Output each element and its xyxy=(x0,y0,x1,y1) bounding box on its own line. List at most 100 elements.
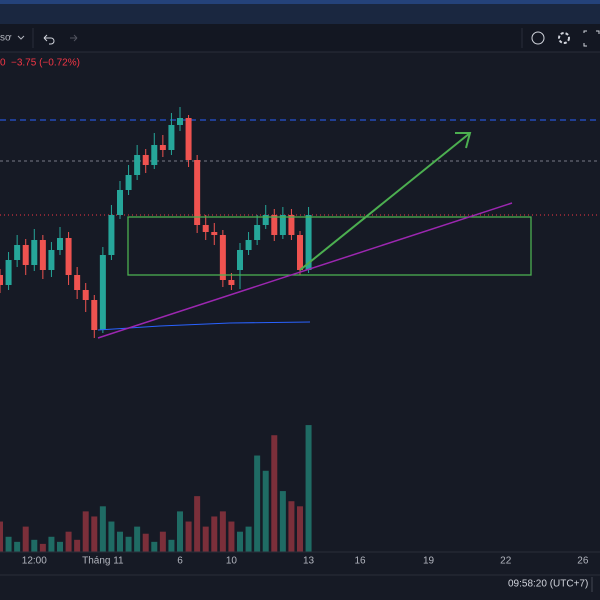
x-tick-label: 6 xyxy=(177,556,183,567)
alert-button[interactable] xyxy=(531,31,545,45)
candle-body xyxy=(271,215,278,235)
volume-bar xyxy=(57,541,63,552)
x-tick-label: 10 xyxy=(226,556,238,567)
volume-bar xyxy=(91,516,98,552)
candle-body xyxy=(14,245,21,260)
candle-body xyxy=(202,225,209,232)
fullscreen-button[interactable] xyxy=(583,30,600,47)
volume-bar xyxy=(168,539,175,552)
price-change: −3.75 (−0.72%) xyxy=(11,58,80,69)
toolbar xyxy=(0,24,600,52)
candle-body xyxy=(22,245,29,265)
candle-body xyxy=(254,225,261,240)
candle-body xyxy=(48,250,55,270)
volume-bar xyxy=(74,539,81,552)
candle-body xyxy=(0,275,3,285)
volume-bar xyxy=(237,531,243,552)
volume-bar xyxy=(279,491,286,552)
volume-bar xyxy=(22,526,29,552)
volume-bar xyxy=(108,521,115,552)
trend-line xyxy=(97,202,513,339)
candle-body xyxy=(134,155,141,175)
candle-body xyxy=(99,255,106,330)
volume-bar xyxy=(65,531,72,552)
candle-body xyxy=(57,238,63,250)
volume-bar xyxy=(48,536,55,552)
candle-body xyxy=(194,160,201,225)
projection-arrow xyxy=(299,132,471,271)
candle-body xyxy=(228,280,235,285)
candle-body xyxy=(211,232,218,235)
volume-bar xyxy=(305,425,312,552)
candle-body xyxy=(288,215,295,235)
candle-body xyxy=(168,125,175,150)
volume-bar xyxy=(82,511,89,552)
clock: 09:58:20 (UTC+7) xyxy=(508,579,588,590)
candle-body xyxy=(125,175,132,190)
candle-body xyxy=(31,240,38,265)
price-fragment: 0 xyxy=(0,58,6,69)
volume-bar xyxy=(202,526,209,552)
volume-bar xyxy=(0,521,3,552)
candle-body xyxy=(65,238,72,275)
volume-bar xyxy=(194,496,201,552)
candle-body xyxy=(245,240,252,250)
volume-bar xyxy=(245,526,252,552)
candle-body xyxy=(159,145,166,150)
volume-bar xyxy=(288,501,295,552)
x-tick-label: Tháng 11 xyxy=(82,556,124,567)
candle-body xyxy=(237,250,243,270)
volume-bar xyxy=(99,506,106,552)
candle-body xyxy=(117,190,123,215)
volume-bar xyxy=(262,470,269,552)
candle-body xyxy=(177,118,183,125)
volume-bar xyxy=(219,511,226,552)
x-tick-label: 22 xyxy=(500,556,512,567)
x-tick-label: 16 xyxy=(354,556,366,567)
x-axis: 12:00 Tháng 11 6 10 13 16 19 22 26 xyxy=(22,556,589,567)
candle-body xyxy=(91,300,98,330)
window-accent xyxy=(0,0,600,4)
x-tick-label: 19 xyxy=(423,556,435,567)
volume-bar xyxy=(5,536,12,552)
candle-body xyxy=(279,215,286,235)
volume-bar xyxy=(14,541,21,552)
plot xyxy=(0,107,312,552)
symbol-dropdown[interactable] xyxy=(17,35,25,40)
arrow-head xyxy=(455,132,472,149)
volume-bar xyxy=(185,521,192,552)
settings-button[interactable] xyxy=(558,32,570,44)
redo-button[interactable] xyxy=(70,34,78,42)
volume-bar xyxy=(297,506,303,552)
volume-bar xyxy=(211,516,218,552)
volume-bar xyxy=(177,511,183,552)
candle-body xyxy=(151,145,158,165)
undo-button[interactable] xyxy=(43,34,55,45)
candle-body xyxy=(185,118,192,160)
volume-bar xyxy=(142,533,149,552)
volume-bar xyxy=(228,521,235,552)
candle-body xyxy=(82,290,89,300)
volume-bar xyxy=(151,541,158,552)
x-tick-label: 26 xyxy=(577,556,589,567)
candle-body xyxy=(262,215,269,225)
candle-body xyxy=(219,235,226,280)
candle-body xyxy=(142,155,149,165)
candle-body xyxy=(305,215,312,270)
candle-body xyxy=(108,215,115,255)
volume-bar xyxy=(271,435,278,552)
candle-body xyxy=(39,240,46,270)
volume-bar xyxy=(254,455,261,552)
candle-body xyxy=(74,275,81,290)
zone-rectangle xyxy=(127,216,532,276)
symbol-button[interactable]: sơ xyxy=(0,33,12,44)
volume-bar xyxy=(159,531,166,552)
x-tick-label: 13 xyxy=(303,556,315,567)
volume-bar xyxy=(134,526,141,552)
candle-body xyxy=(5,260,12,285)
volume-bar xyxy=(39,543,46,552)
volume-bar xyxy=(31,539,38,552)
volume-bar xyxy=(125,536,132,552)
volume-bar xyxy=(117,531,123,552)
